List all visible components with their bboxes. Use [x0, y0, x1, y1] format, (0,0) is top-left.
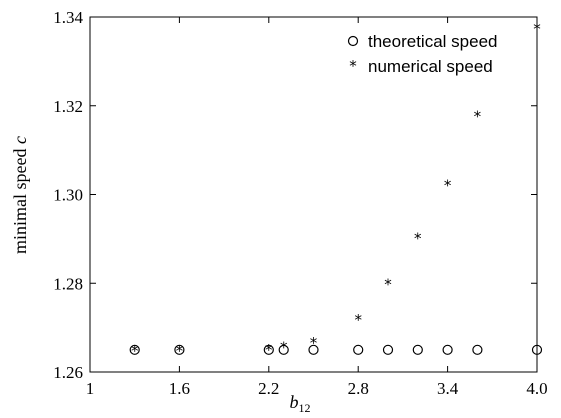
numerical-point: * — [533, 20, 541, 38]
numerical-point: * — [474, 108, 482, 126]
data-marks: * * * * * * * * * * * — [129, 20, 543, 360]
theoretical-point — [472, 344, 483, 355]
numerical-point: * — [280, 338, 288, 356]
y-axis-label-var: c — [10, 136, 30, 144]
legend-label-theoretical: theoretical speed — [368, 32, 497, 51]
x-axis-label-base: b — [290, 392, 299, 412]
numerical-point: * — [414, 230, 422, 248]
theoretical-point — [278, 344, 289, 355]
y-tick-label: 1.26 — [53, 363, 83, 382]
legend-circle-marker — [347, 35, 359, 47]
theoretical-point — [382, 344, 394, 355]
legend-star-marker: * — [349, 57, 357, 75]
theoretical-point — [263, 344, 274, 355]
x-tick-label: 2.8 — [348, 379, 369, 398]
x-tick-label: 1 — [86, 379, 95, 398]
x-axis-label: b12 — [290, 392, 311, 415]
theoretical-point — [129, 344, 140, 355]
numerical-point: * — [444, 176, 452, 194]
x-tick-label: 4.0 — [526, 379, 547, 398]
theoretical-point — [442, 344, 453, 355]
theoretical-point — [531, 344, 543, 355]
theoretical-point — [412, 344, 423, 355]
numerical-point: * — [384, 275, 392, 293]
y-tick-label: 1.30 — [53, 186, 83, 205]
x-tick-label: 1.6 — [169, 379, 190, 398]
theoretical-point — [174, 344, 185, 355]
numerical-point: * — [354, 311, 362, 329]
y-tick-label: 1.32 — [53, 97, 83, 116]
legend-label-numerical: numerical speed — [368, 57, 493, 76]
numerical-point: * — [310, 334, 318, 352]
theoretical-point — [353, 344, 364, 355]
axis-tick-labels: 1 1.6 2.2 2.8 3.4 4.0 1.26 1.28 1.30 1.32 1.34 — [53, 8, 547, 398]
numerical-point: * — [265, 341, 273, 359]
numerical-point: * — [131, 342, 139, 360]
y-axis-label-text: minimal speed — [10, 144, 30, 254]
y-tick-label: 1.28 — [53, 274, 83, 293]
theoretical-point — [308, 344, 319, 355]
x-tick-label: 3.4 — [437, 379, 459, 398]
x-tick-label: 2.2 — [258, 379, 279, 398]
legend: theoretical speed * numerical speed — [347, 32, 497, 76]
y-tick-label: 1.34 — [53, 8, 83, 27]
axis-ticks — [89, 16, 538, 373]
numerical-point: * — [176, 342, 184, 360]
x-axis-label-sub: 12 — [299, 401, 311, 415]
y-axis-label: minimal speed c — [10, 136, 30, 254]
